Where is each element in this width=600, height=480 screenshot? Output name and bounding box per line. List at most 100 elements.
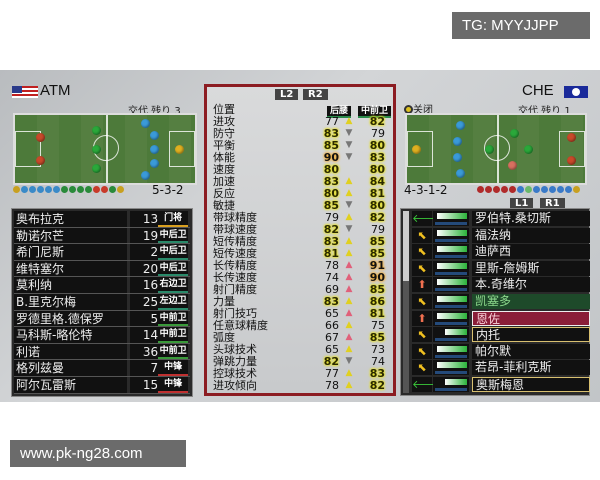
- player-marker[interactable]: [149, 131, 159, 141]
- player-marker[interactable]: [411, 145, 421, 154]
- player-row[interactable]: ⬉ 福法纳: [412, 227, 590, 243]
- stat-up-big-arrow-icon: ▲: [345, 284, 353, 294]
- scrollbar[interactable]: [403, 211, 409, 393]
- player-marker[interactable]: [140, 119, 150, 129]
- player-row[interactable]: ⬉ 迪萨西: [412, 244, 590, 260]
- atm-flag-icon: [12, 86, 38, 98]
- player-row[interactable]: 阿尔瓦雷斯 15 中锋: [14, 376, 190, 394]
- stat-down-arrow-icon: ▼: [345, 200, 353, 210]
- player-row[interactable]: 勒诺尔芒 19 中后卫: [14, 227, 190, 245]
- player-row[interactable]: 🡐 奥斯梅恩: [412, 377, 590, 392]
- player-row[interactable]: B.里克尔梅 25 左边卫: [14, 293, 190, 311]
- player-dot: [13, 186, 20, 193]
- stat-label: 带球精度: [213, 211, 257, 224]
- player-dot: [69, 186, 76, 193]
- player-marker[interactable]: [452, 153, 462, 163]
- player-marker[interactable]: [36, 155, 46, 165]
- player-marker[interactable]: [484, 145, 494, 154]
- home-formation-pitch[interactable]: [13, 113, 197, 185]
- stat-left-value: 78: [325, 258, 339, 272]
- player-row[interactable]: 马科斯-略伦特 14 中前卫: [14, 327, 190, 344]
- stat-row: 体能 90 ▼ 83: [207, 151, 393, 165]
- condition-fill: [444, 379, 467, 385]
- away-formation-pitch[interactable]: [405, 113, 587, 185]
- player-number: 19: [130, 227, 159, 244]
- form-up-left-arrow-icon: ⬉: [412, 244, 432, 260]
- player-row[interactable]: ⬉ 内托: [412, 327, 590, 343]
- player-name: 马科斯-略伦特: [14, 327, 128, 343]
- player-position: 中后卫: [158, 244, 188, 260]
- form-left-arrow-icon: 🡐: [412, 377, 442, 392]
- stat-right-value: 81: [369, 186, 385, 200]
- player-marker[interactable]: [92, 125, 101, 135]
- player-row[interactable]: ⬉ 若昂-菲利克斯: [412, 360, 590, 376]
- r2-button[interactable]: R2: [303, 89, 328, 100]
- player-marker[interactable]: [524, 145, 534, 154]
- player-row[interactable]: ⬉ 凯塞多: [412, 294, 590, 309]
- player-marker[interactable]: [92, 145, 101, 154]
- player-position: 中锋: [158, 360, 188, 376]
- condition-bar: [433, 277, 469, 293]
- player-row[interactable]: ⬉ 帕尔默: [412, 343, 590, 359]
- stat-label: 带球速度: [213, 223, 257, 236]
- player-row[interactable]: 利诺 36 中前卫: [14, 343, 190, 361]
- player-dot: [533, 186, 540, 193]
- l2-button[interactable]: L2: [275, 89, 299, 100]
- stat-left-value: 79: [325, 210, 339, 224]
- stat-label: 任意球精度: [213, 319, 268, 332]
- player-row[interactable]: 罗德里格.德保罗 5 中前卫: [14, 310, 190, 328]
- condition-bar: [433, 244, 469, 260]
- stat-label: 反应: [213, 187, 235, 200]
- player-row[interactable]: ⬆ 恩佐: [412, 310, 590, 326]
- player-name: 内托: [472, 327, 590, 343]
- player-marker[interactable]: [92, 164, 101, 174]
- player-row[interactable]: ⬉ 里斯-詹姆斯: [412, 260, 590, 276]
- player-marker[interactable]: [149, 158, 159, 168]
- player-marker[interactable]: [456, 168, 466, 178]
- stat-label: 射门精度: [213, 283, 257, 296]
- player-number: 7: [130, 360, 159, 376]
- player-row[interactable]: 维特塞尔 20 中后卫: [14, 260, 190, 278]
- stat-right-value: 80: [369, 138, 385, 152]
- player-name: B.里克尔梅: [14, 293, 128, 310]
- player-name: 福法纳: [472, 227, 590, 243]
- player-row[interactable]: 莫利纳 16 右边卫: [14, 277, 190, 294]
- player-marker[interactable]: [149, 145, 159, 154]
- player-dot: [101, 186, 108, 193]
- player-row[interactable]: 奥布拉克 13 门将: [14, 211, 190, 228]
- player-marker[interactable]: [36, 133, 46, 143]
- player-name: 若昂-菲利克斯: [472, 360, 590, 376]
- l1-button[interactable]: L1: [510, 198, 534, 209]
- player-position: 左边卫: [158, 293, 188, 310]
- player-marker[interactable]: [174, 145, 184, 154]
- stat-row: 短传速度 81 ▲ 85: [207, 247, 393, 261]
- stat-label: 敏捷: [213, 199, 235, 212]
- player-row[interactable]: 格列兹曼 7 中锋: [14, 360, 190, 377]
- stat-label: 体能: [213, 151, 235, 164]
- stat-up-arrow-icon: ▲: [345, 320, 353, 330]
- player-marker[interactable]: [456, 121, 466, 131]
- stat-label: 短传速度: [213, 247, 257, 260]
- condition-fill: [436, 312, 467, 319]
- player-marker[interactable]: [566, 155, 576, 165]
- player-position: 中前卫: [158, 310, 188, 327]
- form-up-left-arrow-icon: ⬉: [412, 327, 432, 343]
- player-marker[interactable]: [509, 129, 519, 139]
- player-row[interactable]: 🡐 罗伯特.桑切斯: [412, 211, 590, 226]
- stat-label: 短传精度: [213, 235, 257, 248]
- player-marker[interactable]: [140, 170, 150, 180]
- away-team-name: CHE: [522, 82, 554, 99]
- player-marker[interactable]: [566, 133, 576, 143]
- r1-button[interactable]: R1: [540, 198, 565, 209]
- player-row[interactable]: 希门尼斯 2 中后卫: [14, 244, 190, 261]
- stat-right-value: 84: [369, 174, 385, 188]
- player-row[interactable]: ⬆ 本.奇维尔: [412, 277, 590, 293]
- player-marker[interactable]: [452, 136, 462, 146]
- condition-fill: [436, 279, 467, 286]
- stat-right-value: 82: [369, 210, 385, 224]
- stat-left-value: 82: [323, 354, 339, 368]
- player-dot: [37, 186, 44, 193]
- player-dot: [117, 186, 124, 193]
- player-marker[interactable]: [508, 160, 518, 170]
- player-number: 25: [130, 293, 159, 310]
